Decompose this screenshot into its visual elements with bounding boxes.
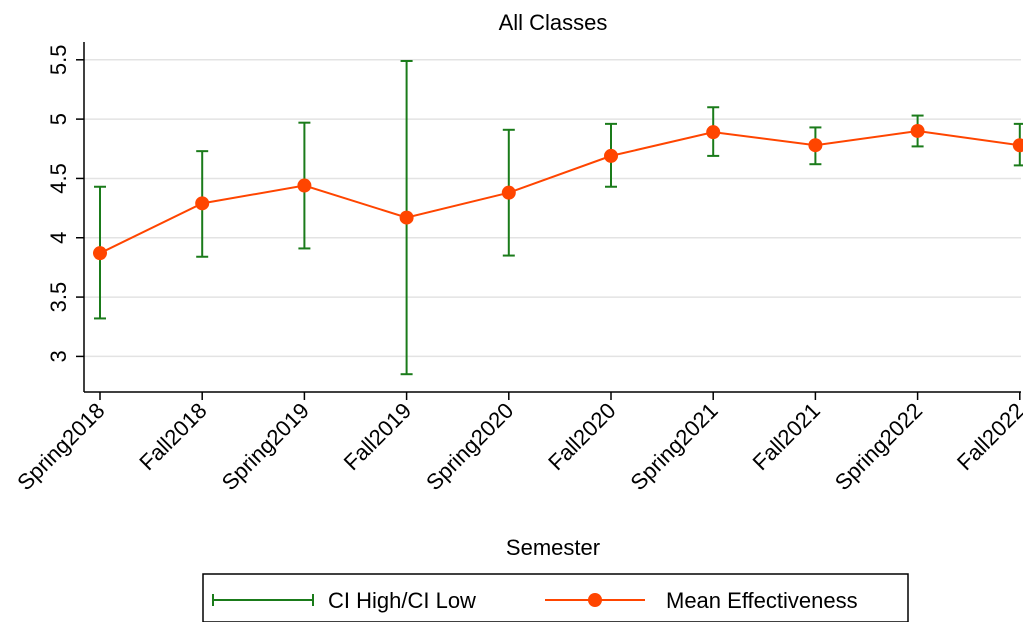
x-axis-label: Semester — [506, 535, 600, 560]
x-tick-label: Fall2022 — [952, 398, 1023, 475]
mean-point — [706, 125, 721, 140]
y-tick-label: 3 — [46, 350, 71, 362]
mean-point — [1012, 138, 1023, 153]
x-tick-label: Fall2019 — [339, 398, 416, 475]
legend-label-ci: CI High/CI Low — [328, 588, 476, 613]
axes — [76, 42, 1021, 400]
legend-box — [202, 573, 909, 622]
x-tick-label: Spring2020 — [421, 398, 518, 495]
ci-error-bars — [94, 59, 1023, 376]
y-tick-label: 4.5 — [46, 163, 71, 194]
mean-point — [604, 148, 618, 163]
mean-line — [99, 129, 1020, 255]
x-tick-label: Fall2021 — [748, 398, 825, 475]
x-tick-label: Fall2018 — [134, 398, 211, 475]
y-tick-label: 5.5 — [46, 44, 71, 75]
mean-point — [501, 185, 516, 200]
x-tick-labels: Spring2018 Fall2018 Spring2019 Fall2019 Spri… — [12, 398, 1023, 495]
mean-point — [808, 138, 823, 153]
chart-title: All Classes — [499, 10, 608, 35]
mean-line-series — [93, 123, 1023, 261]
gridlines — [84, 59, 1021, 358]
mean-point — [93, 246, 107, 261]
x-tick-label: Fall2020 — [543, 398, 620, 475]
y-tick-labels: 3 3.5 4 4.5 5 5.5 — [46, 44, 71, 362]
y-tick-label: 4 — [46, 232, 71, 244]
mean-point — [399, 210, 414, 225]
legend: CI High/CI Low Mean Effectiveness — [202, 573, 909, 622]
x-tick-label: Spring2019 — [217, 398, 314, 495]
mean-point — [297, 178, 312, 193]
mean-point — [195, 196, 210, 211]
y-tick-label: 3.5 — [46, 282, 71, 313]
legend-label-mean: Mean Effectiveness — [666, 588, 858, 613]
legend-item-mean: Mean Effectiveness — [545, 588, 858, 613]
x-tick-label: Spring2018 — [12, 398, 109, 495]
legend-mean-marker — [588, 593, 602, 607]
legend-item-ci: CI High/CI Low — [212, 588, 476, 613]
mean-point — [910, 123, 925, 138]
y-tick-label: 5 — [46, 113, 71, 125]
x-tick-label: Spring2021 — [625, 398, 722, 495]
x-tick-label: Spring2022 — [830, 398, 927, 495]
